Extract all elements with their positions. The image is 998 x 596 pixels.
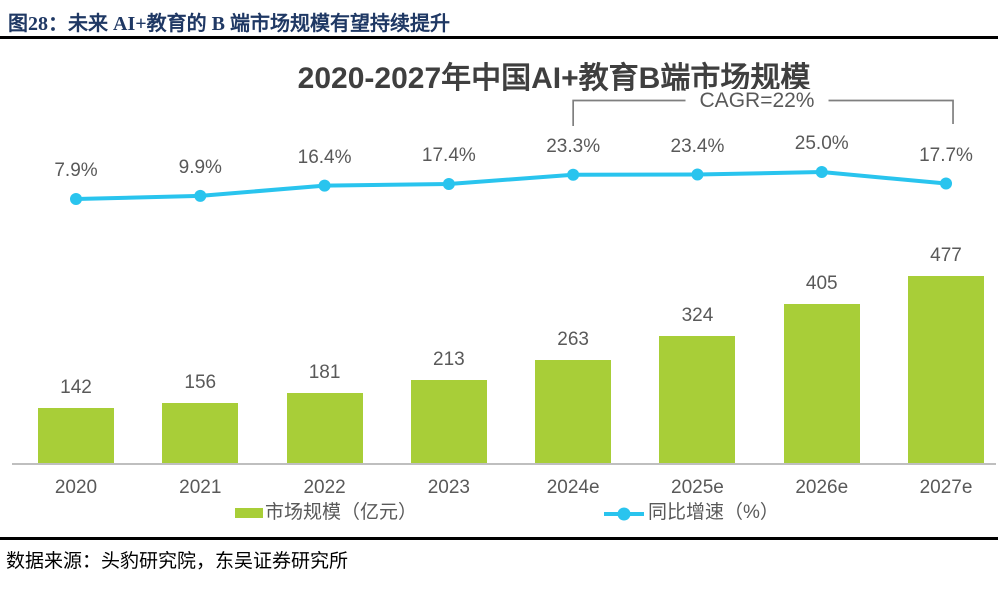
x-axis-label: 2025e [671,477,724,498]
x-axis-label: 2024e [546,477,600,498]
figure-header: 图28：未来 AI+教育的 B 端市场规模有望持续提升 [8,7,450,36]
line-marker [318,179,331,192]
legend-bar-swatch [235,508,263,518]
line-value-label: 17.4% [421,145,476,167]
legend-line-marker-icon [617,507,631,521]
bar [535,360,612,464]
bar [908,276,985,464]
legend-bar-label: 市场规模（亿元） [265,502,418,523]
figure-number: 图28： [8,13,68,35]
header-divider [0,36,998,39]
legend-line-label: 同比增速（%） [648,502,779,523]
line-value-label: 17.7% [919,144,973,166]
bar-value-label: 213 [433,349,465,371]
line-value-label: 7.9% [54,160,98,182]
line-value-label: 25.0% [794,133,849,155]
line-value-label: 23.4% [670,135,725,157]
bar [659,336,736,464]
bar-value-label: 324 [681,305,714,327]
cagr-annotation: CAGR=22% [685,89,829,113]
line-value-label: 16.4% [297,146,352,168]
source-note: 数据来源：头豹研究院，东吴证券研究所 [6,551,349,572]
bar-value-label: 263 [557,329,589,351]
line-marker [442,178,455,191]
bar-value-label: 142 [60,377,92,399]
line-marker [194,189,207,202]
line-marker [70,193,82,206]
line-marker [815,166,828,179]
line-value-label: 23.3% [546,135,601,157]
line-marker [567,168,580,181]
x-axis-label: 2023 [427,477,470,498]
bar-value-label: 405 [805,273,838,295]
line-marker [691,168,704,181]
x-axis-label: 2021 [179,477,222,498]
bar-value-label: 181 [308,361,341,383]
x-axis-label: 2027e [919,477,973,498]
bar [410,380,487,464]
bar-value-label: 156 [184,371,217,393]
growth-line [74,170,949,202]
bar [286,392,363,464]
line-value-label: 9.9% [178,156,222,178]
x-axis-label: 2026e [795,477,849,498]
figure-title: 未来 AI+教育的 B 端市场规模有望持续提升 [68,13,450,35]
source-divider [0,537,998,540]
x-axis-label: 2022 [303,477,346,498]
bar [38,408,114,464]
bar [783,304,860,464]
x-axis-label: 2020 [54,477,98,498]
bar-value-label: 477 [930,245,962,267]
legend-line-swatch [604,507,644,521]
x-axis-line [12,463,996,465]
bar [162,402,239,464]
line-marker [940,177,953,190]
